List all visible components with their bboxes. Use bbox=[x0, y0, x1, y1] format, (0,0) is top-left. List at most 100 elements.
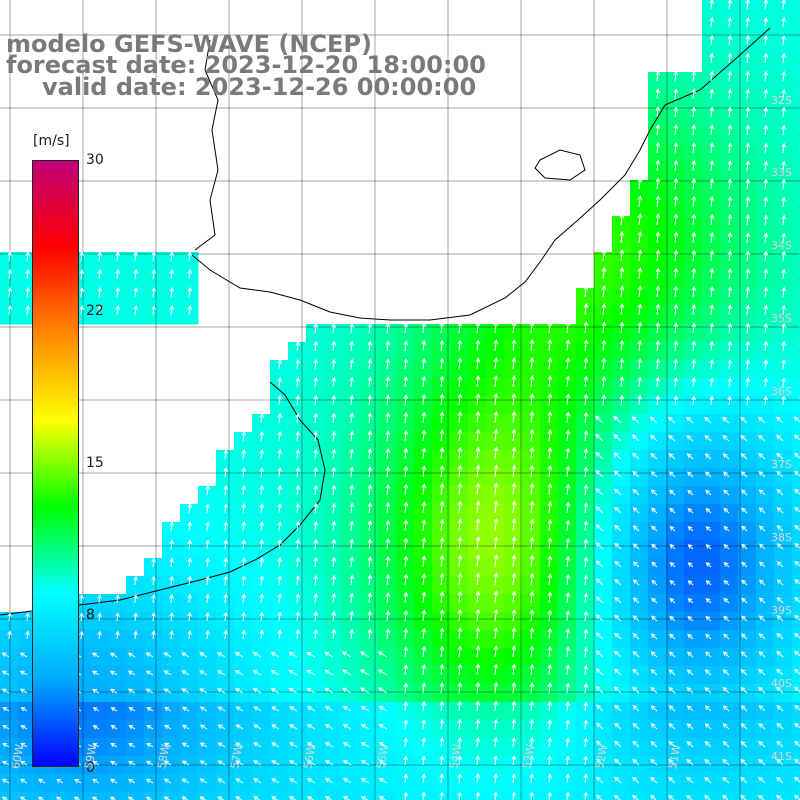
wind-arrow bbox=[794, 506, 800, 513]
wind-arrow bbox=[632, 543, 640, 550]
wind-speed-cell bbox=[774, 504, 793, 523]
wind-speed-cell bbox=[738, 198, 757, 217]
wind-arrow bbox=[271, 760, 280, 766]
wind-speed-cell bbox=[180, 522, 199, 541]
wind-speed-cell bbox=[252, 666, 271, 685]
wind-speed-cell bbox=[558, 738, 577, 757]
wind-arrow bbox=[619, 213, 625, 226]
wind-speed-cell bbox=[288, 396, 307, 415]
wind-arrow bbox=[595, 524, 604, 532]
wind-arrow bbox=[691, 195, 697, 208]
wind-speed-cell bbox=[270, 630, 289, 649]
wind-speed-cell bbox=[558, 396, 577, 415]
wind-speed-cell bbox=[360, 504, 379, 523]
wind-speed-cell bbox=[414, 648, 433, 667]
wind-speed-cell bbox=[504, 360, 523, 379]
wind-arrow bbox=[439, 393, 445, 406]
wind-speed-cell bbox=[558, 360, 577, 379]
wind-speed-cell bbox=[180, 648, 199, 667]
wind-arrow bbox=[241, 629, 246, 640]
wind-speed-cell bbox=[180, 756, 199, 775]
wind-arrow bbox=[745, 0, 751, 10]
wind-arrow bbox=[529, 681, 535, 694]
wind-speed-cell bbox=[612, 378, 631, 397]
wind-speed-cell bbox=[522, 648, 541, 667]
wind-arrow bbox=[547, 737, 553, 748]
wind-speed-cell bbox=[792, 36, 800, 55]
wind-arrow bbox=[722, 776, 730, 784]
wind-arrow bbox=[367, 430, 373, 442]
wind-arrow bbox=[403, 664, 409, 676]
wind-arrow bbox=[583, 664, 589, 676]
wind-arrow bbox=[547, 573, 553, 586]
wind-arrow bbox=[253, 742, 262, 748]
wind-speed-cell bbox=[702, 216, 721, 235]
wind-speed-cell bbox=[288, 414, 307, 433]
wind-speed-cell bbox=[666, 702, 685, 721]
coastline-path bbox=[191, 27, 771, 321]
wind-arrow bbox=[146, 706, 154, 712]
wind-arrow bbox=[709, 70, 715, 82]
wind-arrow bbox=[349, 358, 355, 370]
wind-arrow bbox=[758, 668, 766, 676]
wind-speed-cell bbox=[756, 432, 775, 451]
wind-speed-cell bbox=[702, 558, 721, 577]
wind-speed-cell bbox=[594, 774, 613, 793]
wind-arrow bbox=[457, 681, 463, 694]
wind-arrow bbox=[259, 521, 265, 532]
wind-arrow bbox=[421, 773, 426, 784]
wind-arrow bbox=[169, 250, 175, 262]
wind-speed-cell bbox=[648, 216, 667, 235]
wind-speed-cell bbox=[540, 558, 559, 577]
wind-speed-cell bbox=[324, 414, 343, 433]
wind-arrow bbox=[403, 755, 408, 766]
wind-speed-cell bbox=[234, 522, 253, 541]
wind-arrow bbox=[637, 249, 643, 262]
wind-arrow bbox=[631, 416, 640, 424]
wind-speed-cell bbox=[324, 666, 343, 685]
wind-speed-cell bbox=[666, 558, 685, 577]
wind-speed-cell bbox=[522, 486, 541, 505]
wind-arrow bbox=[493, 608, 499, 622]
wind-arrow bbox=[583, 339, 589, 352]
wind-arrow bbox=[781, 34, 787, 46]
wind-arrow bbox=[313, 430, 319, 442]
wind-speed-cell bbox=[144, 288, 163, 307]
wind-speed-cell bbox=[540, 576, 559, 595]
wind-speed-cell bbox=[90, 666, 109, 685]
wind-arrow bbox=[723, 633, 730, 640]
wind-speed-cell bbox=[756, 648, 775, 667]
wind-speed-cell bbox=[756, 270, 775, 289]
wind-speed-cell bbox=[594, 270, 613, 289]
wind-arrow bbox=[583, 411, 589, 424]
wind-speed-cell bbox=[450, 468, 469, 487]
wind-speed-cell bbox=[720, 612, 739, 631]
wind-arrow bbox=[727, 268, 733, 280]
wind-speed-cell bbox=[702, 162, 721, 181]
wind-arrow bbox=[259, 466, 265, 478]
wind-arrow bbox=[595, 596, 604, 604]
wind-arrow bbox=[457, 464, 463, 478]
colorbar-tick-8: 8 bbox=[86, 607, 95, 623]
wind-speed-cell bbox=[324, 324, 343, 343]
wind-arrow bbox=[7, 268, 13, 280]
wind-arrow bbox=[776, 525, 784, 532]
wind-speed-cell bbox=[468, 720, 487, 739]
wind-arrow bbox=[632, 705, 640, 712]
wind-arrow bbox=[741, 615, 748, 622]
wind-speed-cell bbox=[468, 756, 487, 775]
wind-speed-cell bbox=[720, 72, 739, 91]
wind-speed-cell bbox=[522, 324, 541, 343]
wind-speed-cell bbox=[504, 486, 523, 505]
wind-speed-cell bbox=[738, 630, 757, 649]
wind-speed-cell bbox=[126, 738, 145, 757]
wind-arrow bbox=[704, 687, 712, 694]
wind-speed-cell bbox=[594, 720, 613, 739]
wind-speed-cell bbox=[396, 360, 415, 379]
wind-speed-cell bbox=[234, 486, 253, 505]
wind-arrow bbox=[632, 776, 640, 784]
wind-arrow bbox=[20, 742, 28, 748]
wind-speed-cell bbox=[342, 594, 361, 613]
wind-speed-cell bbox=[396, 720, 415, 739]
